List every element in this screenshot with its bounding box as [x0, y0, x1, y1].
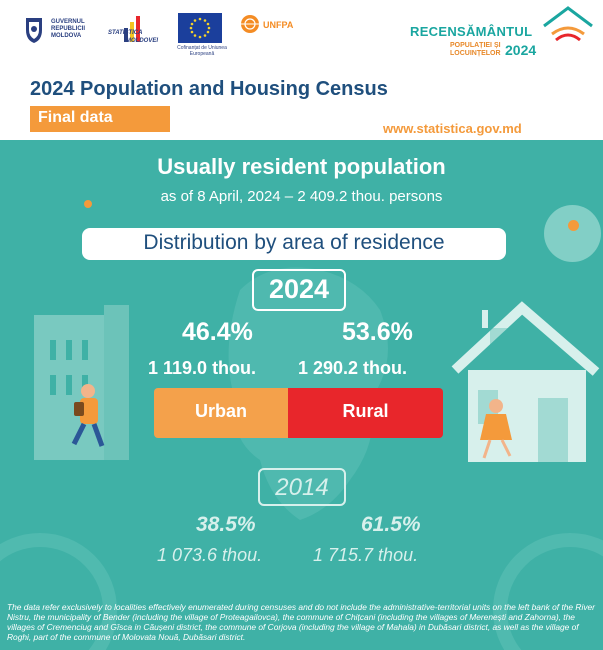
decorative-circle — [544, 205, 601, 262]
urban-percent-2014: 38.5% — [196, 513, 256, 536]
population-heading: Usually resident population — [157, 154, 446, 179]
logo-strip: GUVERNUL REPUBLICII MOLDOVA STATISTICA M… — [0, 0, 603, 70]
final-data-badge: Final data — [30, 106, 170, 132]
page-title: 2024 Population and Housing Census — [30, 78, 388, 100]
rural-value-2024: 1 290.2 thou. — [298, 358, 408, 378]
statistica-bars-icon — [124, 16, 140, 42]
website-link[interactable]: www.statistica.gov.md — [383, 121, 522, 136]
rural-label: Rural — [342, 401, 389, 421]
statistica-logo-line-1: STATISTICA — [108, 30, 143, 36]
background-illustration — [0, 267, 603, 650]
year-2014-box: 2014 — [258, 468, 346, 506]
unfpa-logo: UNFPA — [263, 20, 294, 30]
urban-share-segment: Urban — [154, 388, 289, 438]
statistica-logo: STATISTICA MOLDOVEI — [108, 16, 158, 44]
year-2024-label: 2024 — [268, 274, 330, 304]
content-panel: Usually resident population as of 8 Apri… — [0, 140, 603, 650]
rural-resident-figure — [480, 399, 512, 459]
government-logo: GUVERNUL REPUBLICII MOLDOVA — [22, 14, 85, 44]
urban-percent-2024: 46.4% — [182, 318, 253, 346]
census-brand-subtitle: POPULAȚIEI ȘI LOCUINȚELOR — [450, 42, 501, 57]
urban-resident-figure — [71, 384, 105, 447]
census-house-logo-icon — [543, 6, 593, 42]
census-brand-year: 2024 — [505, 42, 537, 58]
gov-logo-line-1: GUVERNUL — [51, 18, 85, 25]
gov-logo-line-3: MOLDOVA — [51, 32, 82, 39]
rural-value-2014: 1 715.7 thou. — [313, 545, 419, 565]
rural-house-icon — [451, 301, 600, 462]
undp-logo-icon — [241, 15, 259, 33]
census-brand-title: RECENSĂMÂNTUL — [410, 24, 533, 39]
decorative-dot-2 — [568, 220, 579, 231]
year-2024-box: 2024 — [252, 269, 346, 311]
year-2014-label: 2014 — [275, 474, 329, 501]
rural-share-segment: Rural — [288, 388, 443, 438]
census-brand-logo: RECENSĂMÂNTUL POPULAȚIEI ȘI LOCUINȚELOR … — [410, 6, 593, 58]
rural-percent-2024: 53.6% — [342, 318, 413, 346]
urban-label: Urban — [195, 401, 248, 421]
statistica-logo-line-2: MOLDOVEI — [126, 38, 159, 44]
gov-logo-line-2: REPUBLICII — [51, 25, 86, 32]
footnote: The data refer exclusively to localities… — [7, 602, 595, 642]
decorative-dot — [84, 200, 92, 208]
population-subheading: as of 8 April, 2024 – 2 409.2 thou. pers… — [160, 188, 443, 205]
final-data-label: Final data — [38, 109, 113, 126]
distribution-label: Distribution by area of residence — [143, 231, 445, 254]
coat-of-arms-icon — [26, 18, 42, 43]
distribution-label-box: Distribution by area of residence — [82, 228, 506, 260]
urban-value-2014: 1 073.6 thou. — [157, 545, 263, 565]
urban-rural-share-bar: Urban Rural — [154, 388, 443, 438]
eu-cofunding-text: Cofinanțat de Uniunea Europeană — [177, 45, 227, 57]
city-buildings-icon — [34, 305, 129, 460]
eu-flag-icon — [178, 13, 222, 43]
rural-percent-2014: 61.5% — [361, 513, 421, 536]
urban-value-2024: 1 119.0 thou. — [148, 358, 257, 378]
